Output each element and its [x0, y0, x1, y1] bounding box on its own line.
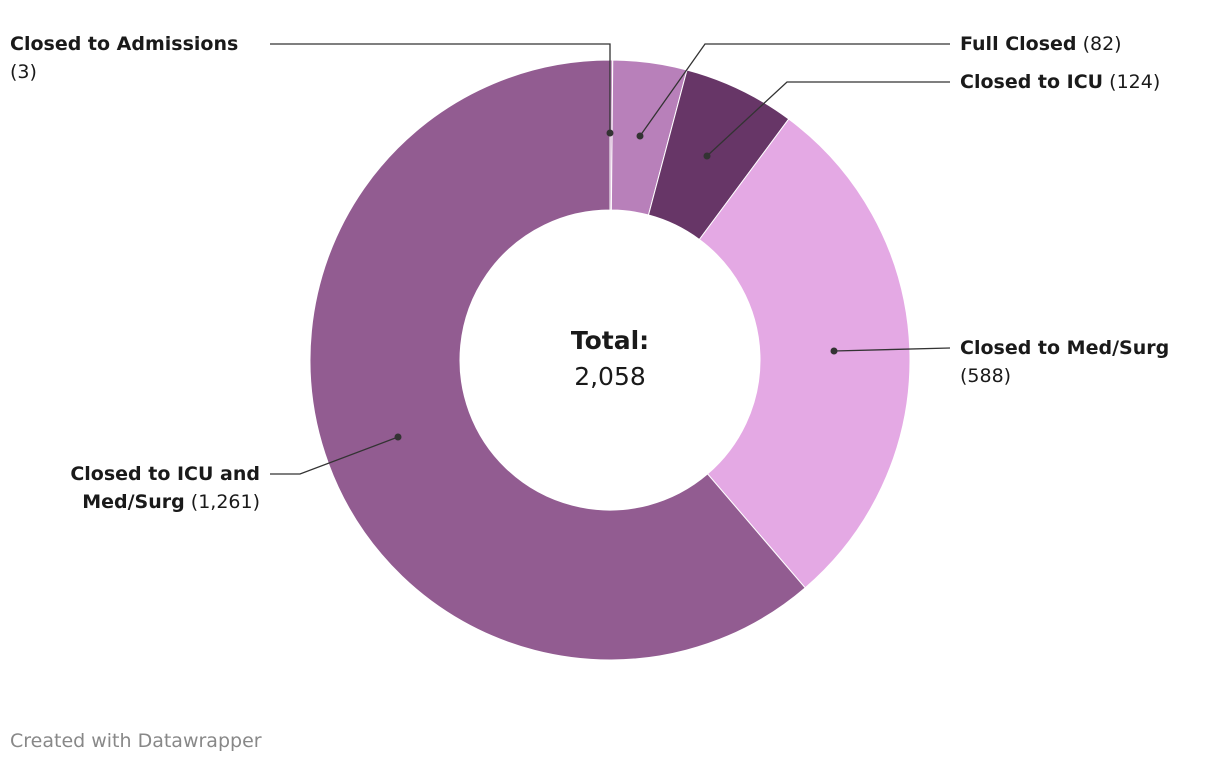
leader-line — [270, 43, 611, 133]
category-label: Closed to Med/Surg — [960, 337, 1170, 359]
value-label: (82) — [1082, 33, 1122, 55]
leader-dot — [606, 129, 614, 137]
slice-label: Full Closed (82) — [960, 30, 1122, 58]
leader-dot — [703, 152, 711, 160]
category-label: Closed to Admissions — [10, 33, 239, 55]
category-label: Full Closed — [960, 33, 1077, 55]
value-label: (1,261) — [190, 491, 260, 513]
slice — [698, 118, 911, 589]
center-total: 2,058 — [574, 362, 646, 391]
credit: Created with Datawrapper — [10, 730, 262, 752]
slice-label: Closed to ICU and Med/Surg (1,261) — [50, 460, 260, 516]
leader-dot — [830, 347, 838, 355]
leader-line — [270, 436, 399, 475]
value-label: (3) — [10, 61, 37, 83]
value-label: (124) — [1109, 71, 1161, 93]
leader-line — [639, 43, 950, 137]
slice — [309, 59, 806, 661]
value-label: (588) — [960, 365, 1012, 387]
leader-line — [833, 347, 951, 352]
slice-label: Closed to Med/Surg (588) — [960, 334, 1169, 390]
category-label: Closed to ICU — [960, 71, 1104, 93]
leader-dot — [394, 433, 402, 441]
slice-label: Closed to ICU (124) — [960, 68, 1160, 96]
leader-dot — [636, 132, 644, 140]
leader-line — [706, 81, 950, 157]
slice-label: Closed to Admissions (3) — [10, 30, 238, 86]
center-title: Total: — [570, 326, 650, 355]
category-label: Closed to ICU and Med/Surg — [70, 463, 260, 513]
